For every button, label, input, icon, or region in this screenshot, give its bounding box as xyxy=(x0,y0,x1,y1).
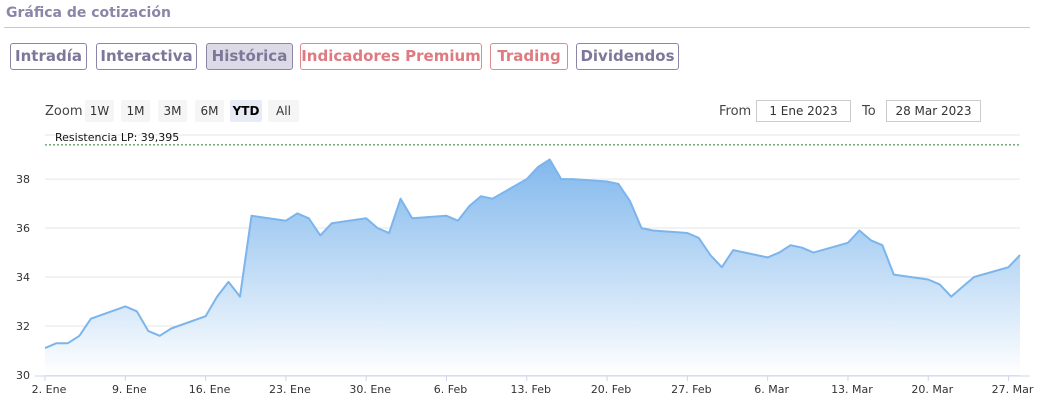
y-tick-label: 38 xyxy=(16,173,30,186)
tab-trading[interactable]: Trading xyxy=(490,43,568,70)
x-tick-label: 9. Ene xyxy=(112,383,147,396)
x-tick-label: 23. Ene xyxy=(269,383,311,396)
zoom-button-6m[interactable]: 6M xyxy=(195,100,224,122)
x-tick-label: 6. Feb xyxy=(434,383,467,396)
series-line xyxy=(44,158,1021,350)
zoom-label: Zoom xyxy=(45,104,83,119)
x-axis: 2. Ene 9. Ene 16. Ene 23. Ene 30. Ene 6. Feb 1… xyxy=(32,375,1034,396)
section-title: Gráfica de cotización xyxy=(6,5,171,21)
zoom-button-1m[interactable]: 1M xyxy=(121,100,150,122)
zoom-button-3m[interactable]: 3M xyxy=(158,100,187,122)
x-tick-label: 27. Feb xyxy=(671,383,711,396)
to-date-input[interactable]: 28 Mar 2023 xyxy=(886,100,981,122)
zoom-button-1w[interactable]: 1W xyxy=(85,100,114,122)
x-tick-label: 27. Mar xyxy=(992,383,1034,396)
zoom-button-ytd[interactable]: YTD xyxy=(230,100,262,122)
tab-intradia[interactable]: Intradía xyxy=(10,43,87,70)
tab-dividendos[interactable]: Dividendos xyxy=(576,43,679,70)
to-label: To xyxy=(862,104,876,119)
x-tick-label: 16. Ene xyxy=(189,383,231,396)
y-tick-label: 34 xyxy=(16,271,30,284)
tab-historica[interactable]: Histórica xyxy=(206,43,293,70)
y-axis: 30 32 34 36 38 xyxy=(16,173,30,382)
tab-indicadores-premium[interactable]: Indicadores Premium xyxy=(300,43,482,70)
x-tick-label: 2. Ene xyxy=(32,383,67,396)
series-area xyxy=(45,159,1020,375)
x-tick-label: 20. Mar xyxy=(911,383,953,396)
zoom-button-all[interactable]: All xyxy=(268,100,299,122)
x-tick-label: 13. Mar xyxy=(831,383,873,396)
resistance-label: Resistencia LP: 39,395 xyxy=(55,131,179,144)
plot-area xyxy=(44,158,1021,375)
x-tick-label: 6. Mar xyxy=(754,383,789,396)
y-tick-label: 32 xyxy=(16,320,30,333)
x-tick-label: 13. Feb xyxy=(511,383,551,396)
x-tick-label: 20. Feb xyxy=(591,383,631,396)
y-tick-label: 30 xyxy=(16,369,30,382)
from-label: From xyxy=(719,104,752,119)
y-tick-label: 36 xyxy=(16,222,30,235)
x-tick-label: 30. Ene xyxy=(349,383,391,396)
tab-interactiva[interactable]: Interactiva xyxy=(96,43,197,70)
title-divider xyxy=(4,27,1030,28)
from-date-input[interactable]: 1 Ene 2023 xyxy=(756,100,851,122)
resistance-group: Resistencia LP: 39,395 xyxy=(45,131,1020,146)
